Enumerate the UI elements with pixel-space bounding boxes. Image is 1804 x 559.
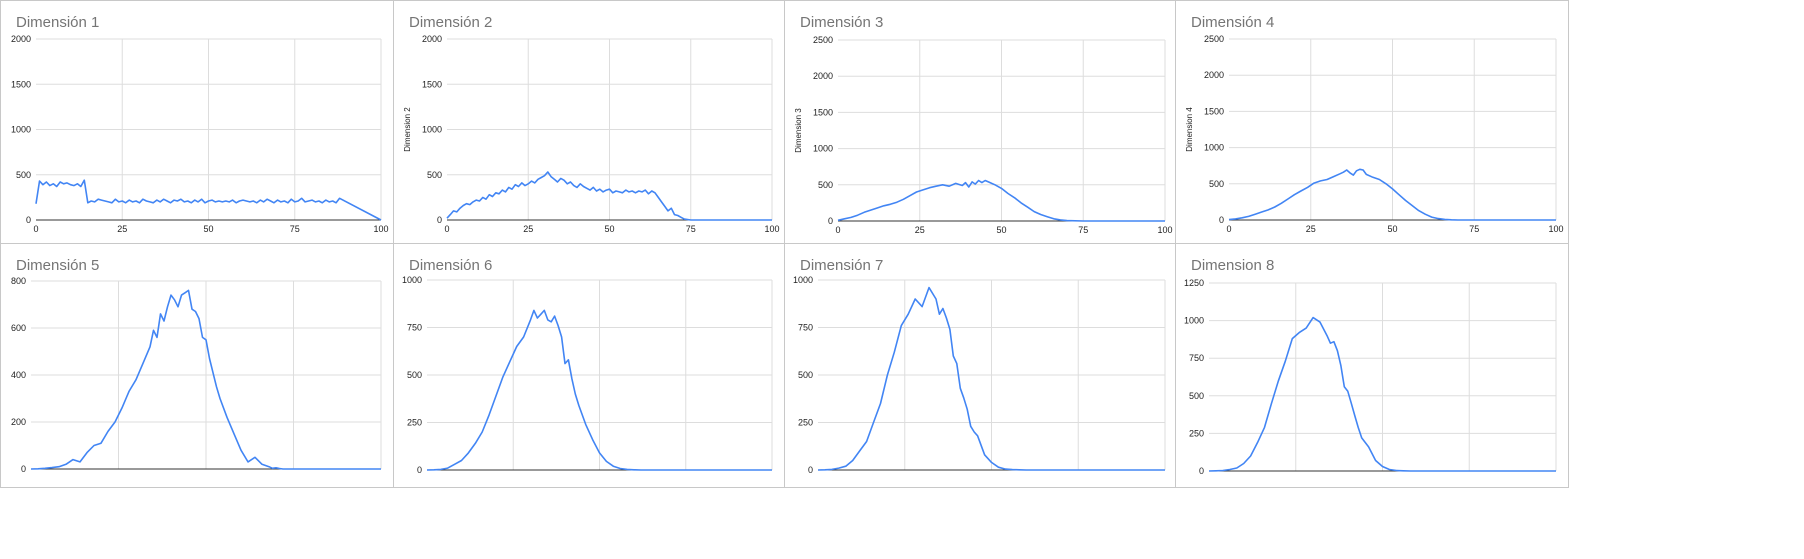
x-tick-label: 25 <box>915 225 925 235</box>
y-axis-label: Dimension 3 <box>794 108 803 153</box>
y-tick-label: 0 <box>1219 215 1224 225</box>
x-tick-label: 75 <box>290 224 300 234</box>
y-tick-label: 2000 <box>1204 70 1224 80</box>
chart-title: Dimensión 6 <box>409 257 493 274</box>
y-tick-label: 250 <box>1189 428 1204 438</box>
y-tick-label: 2500 <box>1204 34 1224 44</box>
x-tick-label: 100 <box>764 224 779 234</box>
chart-panel-3: Dimensión 3 0 500 1000 1500 2000 2500 0 25 50 75 1… <box>784 0 1176 244</box>
y-tick-label: 1500 <box>1204 106 1224 116</box>
chart-title: Dimensión 4 <box>1191 14 1275 31</box>
y-tick-label: 2000 <box>11 34 31 44</box>
chart-title: Dimensión 5 <box>16 257 100 274</box>
x-tick-label: 75 <box>1078 225 1088 235</box>
line-chart-1: 0 500 1000 1500 2000 0 25 50 75 100 <box>11 34 389 234</box>
y-tick-label: 250 <box>798 418 813 428</box>
line-chart-5: 0 200 400 600 800 <box>11 276 382 474</box>
chart-title: Dimension 8 <box>1191 257 1275 274</box>
y-tick-label: 2000 <box>422 34 442 44</box>
series-line <box>35 179 382 221</box>
y-tick-label: 2500 <box>813 35 833 45</box>
y-tick-label: 1250 <box>1184 278 1204 288</box>
y-tick-label: 750 <box>798 323 813 333</box>
y-tick-label: 500 <box>427 170 442 180</box>
y-tick-label: 750 <box>1189 353 1204 363</box>
series-line <box>817 286 1165 471</box>
chart-title: Dimensión 3 <box>800 14 884 31</box>
y-tick-label: 1000 <box>813 144 833 154</box>
y-tick-label: 800 <box>11 276 26 286</box>
y-tick-label: 750 <box>407 323 422 333</box>
x-tick-label: 50 <box>996 225 1006 235</box>
x-tick-label: 25 <box>1306 224 1316 234</box>
x-tick-label: 100 <box>373 224 388 234</box>
y-tick-label: 500 <box>407 370 422 380</box>
x-tick-label: 25 <box>117 224 127 234</box>
y-axis-label: Dimension 4 <box>1185 107 1194 152</box>
y-tick-label: 400 <box>11 370 26 380</box>
y-tick-label: 600 <box>11 323 26 333</box>
series-line <box>446 171 772 221</box>
chart-panel-6: Dimensión 6 0 250 500 750 1000 <box>393 243 785 488</box>
line-chart-7: 0 250 500 750 1000 <box>793 275 1166 475</box>
chart-panel-1: Dimensión 1 0 500 1000 1500 2000 0 25 50 75 100 <box>0 0 394 244</box>
series-line <box>30 289 381 470</box>
chart-title: Dimensión 7 <box>800 257 884 274</box>
y-tick-label: 0 <box>828 216 833 226</box>
y-tick-label: 250 <box>407 418 422 428</box>
line-chart-2: 0 500 1000 1500 2000 0 25 50 75 100 Dimension 2 <box>403 34 780 234</box>
y-tick-label: 1500 <box>813 107 833 117</box>
chart-panel-4: Dimensión 4 0 500 1000 1500 2000 2500 0 25 50 75 1… <box>1175 0 1569 244</box>
y-tick-label: 1000 <box>422 125 442 135</box>
x-tick-label: 0 <box>444 224 449 234</box>
y-tick-label: 1000 <box>793 275 813 285</box>
y-tick-label: 1000 <box>402 275 422 285</box>
y-tick-label: 0 <box>808 465 813 475</box>
line-chart-8: 0 250 500 750 1000 1250 <box>1184 278 1557 476</box>
chart-title: Dimensión 2 <box>409 14 493 31</box>
y-tick-label: 0 <box>1199 466 1204 476</box>
line-chart-4: 0 500 1000 1500 2000 2500 0 25 50 75 100 Dimension … <box>1185 34 1564 234</box>
y-tick-label: 500 <box>798 370 813 380</box>
x-tick-label: 25 <box>523 224 533 234</box>
y-tick-label: 1500 <box>11 79 31 89</box>
x-tick-label: 50 <box>203 224 213 234</box>
y-tick-label: 1500 <box>422 79 442 89</box>
line-chart-3: 0 500 1000 1500 2000 2500 0 25 50 75 100 Dimension … <box>794 35 1173 235</box>
y-tick-label: 500 <box>1209 179 1224 189</box>
y-tick-label: 500 <box>818 180 833 190</box>
x-tick-label: 50 <box>1387 224 1397 234</box>
y-tick-label: 500 <box>1189 391 1204 401</box>
y-tick-label: 500 <box>16 170 31 180</box>
chart-title: Dimensión 1 <box>16 14 100 31</box>
chart-panel-7: Dimensión 7 0 250 500 750 1000 <box>784 243 1176 488</box>
y-tick-label: 1000 <box>1184 316 1204 326</box>
x-tick-label: 75 <box>1469 224 1479 234</box>
x-tick-label: 0 <box>33 224 38 234</box>
y-tick-label: 200 <box>11 417 26 427</box>
y-tick-label: 1000 <box>11 125 31 135</box>
y-tick-label: 0 <box>21 464 26 474</box>
series-line <box>1228 168 1556 221</box>
series-line <box>426 309 772 471</box>
chart-panel-2: Dimensión 2 0 500 1000 1500 2000 0 25 50 75 100 Di… <box>393 0 785 244</box>
y-tick-label: 2000 <box>813 71 833 81</box>
y-tick-label: 0 <box>417 465 422 475</box>
series-line <box>837 179 1165 222</box>
x-tick-label: 50 <box>604 224 614 234</box>
y-axis-label: Dimension 2 <box>403 107 412 152</box>
x-tick-label: 75 <box>686 224 696 234</box>
x-tick-label: 0 <box>835 225 840 235</box>
series-line <box>1208 316 1556 472</box>
x-tick-label: 100 <box>1548 224 1563 234</box>
y-tick-label: 0 <box>437 215 442 225</box>
x-tick-label: 100 <box>1157 225 1172 235</box>
chart-panel-5: Dimensión 5 0 200 400 600 800 <box>0 243 394 488</box>
chart-panel-8: Dimension 8 0 250 500 750 1000 1250 <box>1175 243 1569 488</box>
line-chart-6: 0 250 500 750 1000 <box>402 275 773 475</box>
x-tick-label: 0 <box>1226 224 1231 234</box>
y-tick-label: 1000 <box>1204 143 1224 153</box>
y-tick-label: 0 <box>26 215 31 225</box>
